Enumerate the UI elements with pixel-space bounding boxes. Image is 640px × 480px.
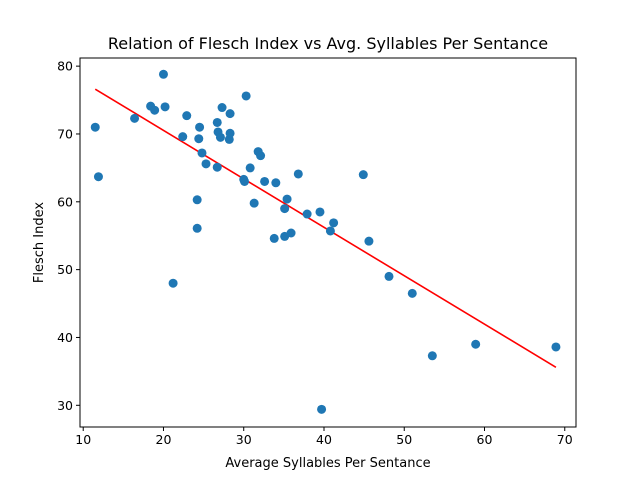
data-point — [427, 351, 437, 361]
data-point — [158, 69, 168, 79]
data-point — [150, 105, 160, 115]
data-point — [215, 132, 225, 142]
data-point — [225, 128, 235, 138]
data-point — [212, 162, 222, 172]
y-tick-label: 30 — [57, 398, 73, 413]
data-point — [293, 169, 303, 179]
x-tick-label: 50 — [396, 432, 412, 447]
x-tick-label: 30 — [236, 432, 252, 447]
data-point — [384, 271, 394, 281]
x-tick-label: 40 — [316, 432, 332, 447]
data-point — [241, 91, 251, 101]
data-point — [168, 278, 178, 288]
data-point — [471, 339, 481, 349]
y-tick-label: 60 — [57, 194, 73, 209]
data-point — [192, 195, 202, 205]
x-tick-label: 70 — [557, 432, 573, 447]
data-point — [358, 170, 368, 180]
data-point — [195, 122, 205, 132]
data-point — [201, 159, 211, 169]
data-point — [130, 113, 140, 123]
data-point — [197, 148, 207, 158]
data-point — [286, 228, 296, 238]
data-point — [212, 117, 222, 127]
data-point — [192, 223, 202, 233]
data-point — [329, 218, 339, 228]
data-point — [178, 132, 188, 142]
x-axis-label: Average Syllables Per Sentance — [225, 456, 430, 471]
data-point — [160, 102, 170, 112]
data-point — [260, 176, 270, 186]
data-point — [93, 172, 103, 182]
plot-area-frame — [79, 57, 577, 428]
data-point — [249, 198, 259, 208]
data-point — [407, 288, 417, 298]
data-point — [225, 109, 235, 119]
y-tick-label: 80 — [57, 59, 73, 74]
x-axis-ticks: 10 20 30 40 50 60 70 — [75, 427, 573, 447]
data-point — [182, 111, 192, 121]
data-point — [240, 176, 250, 186]
data-point — [90, 122, 100, 132]
data-point — [364, 236, 374, 246]
x-tick-label: 60 — [477, 432, 493, 447]
x-tick-label: 20 — [156, 432, 172, 447]
y-axis-ticks: 30 40 50 60 70 80 — [57, 59, 80, 413]
data-point — [245, 163, 255, 173]
chart-title: Relation of Flesch Index vs Avg. Syllabl… — [108, 34, 548, 53]
data-point — [269, 233, 279, 243]
data-point — [302, 209, 312, 219]
data-point — [256, 151, 266, 161]
x-tick-label: 10 — [75, 432, 91, 447]
data-point — [217, 103, 227, 113]
data-point — [282, 194, 292, 204]
data-point — [280, 204, 290, 214]
y-tick-label: 50 — [57, 262, 73, 277]
data-point — [315, 207, 325, 217]
data-point — [271, 178, 281, 188]
data-point — [194, 134, 204, 144]
y-tick-label: 40 — [57, 330, 73, 345]
y-axis-label: Flesch Index — [32, 202, 47, 283]
data-point — [325, 226, 335, 236]
regression-line — [94, 88, 557, 368]
plot-marks — [90, 69, 561, 414]
y-tick-label: 70 — [57, 126, 73, 141]
data-point — [317, 404, 327, 414]
data-point — [551, 342, 561, 352]
